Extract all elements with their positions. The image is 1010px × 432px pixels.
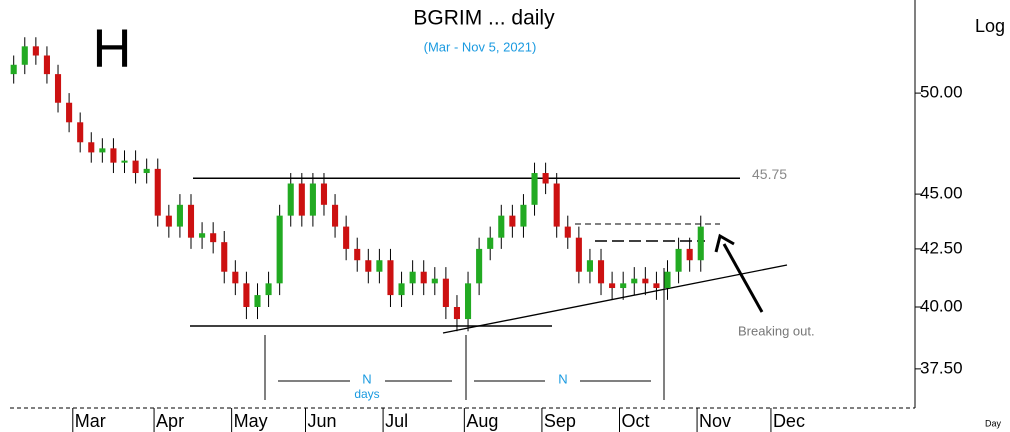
y-tick-label: 45.00 — [920, 184, 963, 203]
candle-body — [487, 237, 494, 249]
candle-body — [564, 226, 571, 238]
candle-body — [553, 183, 560, 227]
candle-body — [675, 248, 682, 272]
candle-body — [653, 283, 660, 289]
chart-title: BGRIM ... daily — [413, 7, 555, 30]
candle-body — [221, 242, 228, 272]
candle-body — [332, 204, 339, 227]
x-tick-label: Jun — [308, 411, 337, 431]
candle-body — [686, 248, 693, 261]
candle-body — [642, 278, 649, 284]
x-tick-label: Jul — [385, 411, 408, 431]
candle-body — [265, 283, 272, 296]
candle-body — [631, 278, 638, 284]
candle-body — [99, 148, 106, 153]
candle-body — [110, 148, 117, 163]
candle-body — [298, 183, 305, 216]
candle-body — [66, 102, 73, 123]
candle-body — [697, 226, 704, 261]
x-tick-label: May — [234, 411, 268, 431]
candle-body — [143, 168, 150, 174]
x-tick-label: Aug — [466, 411, 498, 431]
x-tick-label: Nov — [699, 411, 731, 431]
candle-body — [498, 215, 505, 238]
candle-body — [199, 233, 206, 238]
candle-body — [398, 283, 405, 296]
candle-body — [54, 74, 62, 103]
candle-body — [121, 160, 128, 163]
y-tick-label: 40.00 — [920, 296, 963, 315]
trend-line — [442, 264, 788, 334]
candle-body — [531, 173, 538, 205]
y-tick-label: 42.50 — [920, 238, 963, 257]
span-label: days — [354, 387, 379, 401]
candle-body — [431, 278, 438, 284]
candle-body — [542, 173, 549, 184]
candle-body — [10, 64, 17, 75]
candle-body — [664, 271, 671, 289]
candle-body — [43, 55, 50, 75]
candle-body — [232, 271, 239, 284]
candle-body — [210, 233, 217, 243]
candle-body — [343, 226, 350, 249]
candle-body — [609, 283, 616, 289]
candle-body — [287, 183, 294, 216]
candle-body — [254, 295, 261, 308]
candle-body — [420, 271, 427, 284]
candle-body — [77, 122, 84, 143]
candle-body — [575, 237, 582, 272]
candle-body — [88, 142, 95, 153]
resistance-label: 45.75 — [752, 166, 787, 182]
y-tick-label: 37.50 — [920, 358, 963, 377]
big-letter: H — [93, 18, 132, 78]
candle-body — [620, 283, 627, 289]
span-label: N — [362, 371, 371, 386]
x-unit-label: Day — [985, 418, 1002, 428]
candle-body — [276, 215, 283, 284]
candle-body — [586, 260, 593, 272]
candle-body — [365, 260, 372, 272]
candle-body — [165, 215, 172, 227]
x-tick-label: Oct — [621, 411, 649, 431]
candle-body — [354, 248, 361, 261]
candle-body — [21, 46, 28, 65]
arrow-head — [714, 233, 735, 253]
x-tick-label: Apr — [156, 411, 184, 431]
candle-body — [509, 215, 516, 227]
x-tick-label: Dec — [773, 411, 805, 431]
candle-body — [453, 307, 461, 320]
candle-body — [409, 271, 416, 284]
span-label: N — [558, 371, 567, 386]
candle-body — [309, 183, 316, 216]
candle-body — [132, 160, 139, 174]
candle-body — [243, 283, 250, 308]
candle-body — [376, 260, 383, 272]
arrow — [722, 243, 764, 313]
candle-body — [187, 204, 195, 238]
candle-body — [476, 248, 483, 284]
candle-body — [520, 204, 527, 227]
x-tick-label: Mar — [75, 411, 106, 431]
breakout-label: Breaking out. — [738, 323, 815, 338]
candle-body — [320, 183, 328, 205]
candle-body — [154, 168, 161, 216]
scale-label: Log — [975, 16, 1005, 36]
chart-subtitle: (Mar - Nov 5, 2021) — [424, 39, 537, 54]
candle-body — [442, 278, 449, 308]
candle-body — [32, 46, 39, 56]
y-tick-label: 50.00 — [920, 83, 963, 102]
candle-body — [597, 260, 605, 284]
candle-body — [176, 204, 183, 227]
candle-body — [387, 260, 394, 296]
x-tick-label: Sep — [544, 411, 576, 431]
candle-body — [464, 283, 472, 320]
